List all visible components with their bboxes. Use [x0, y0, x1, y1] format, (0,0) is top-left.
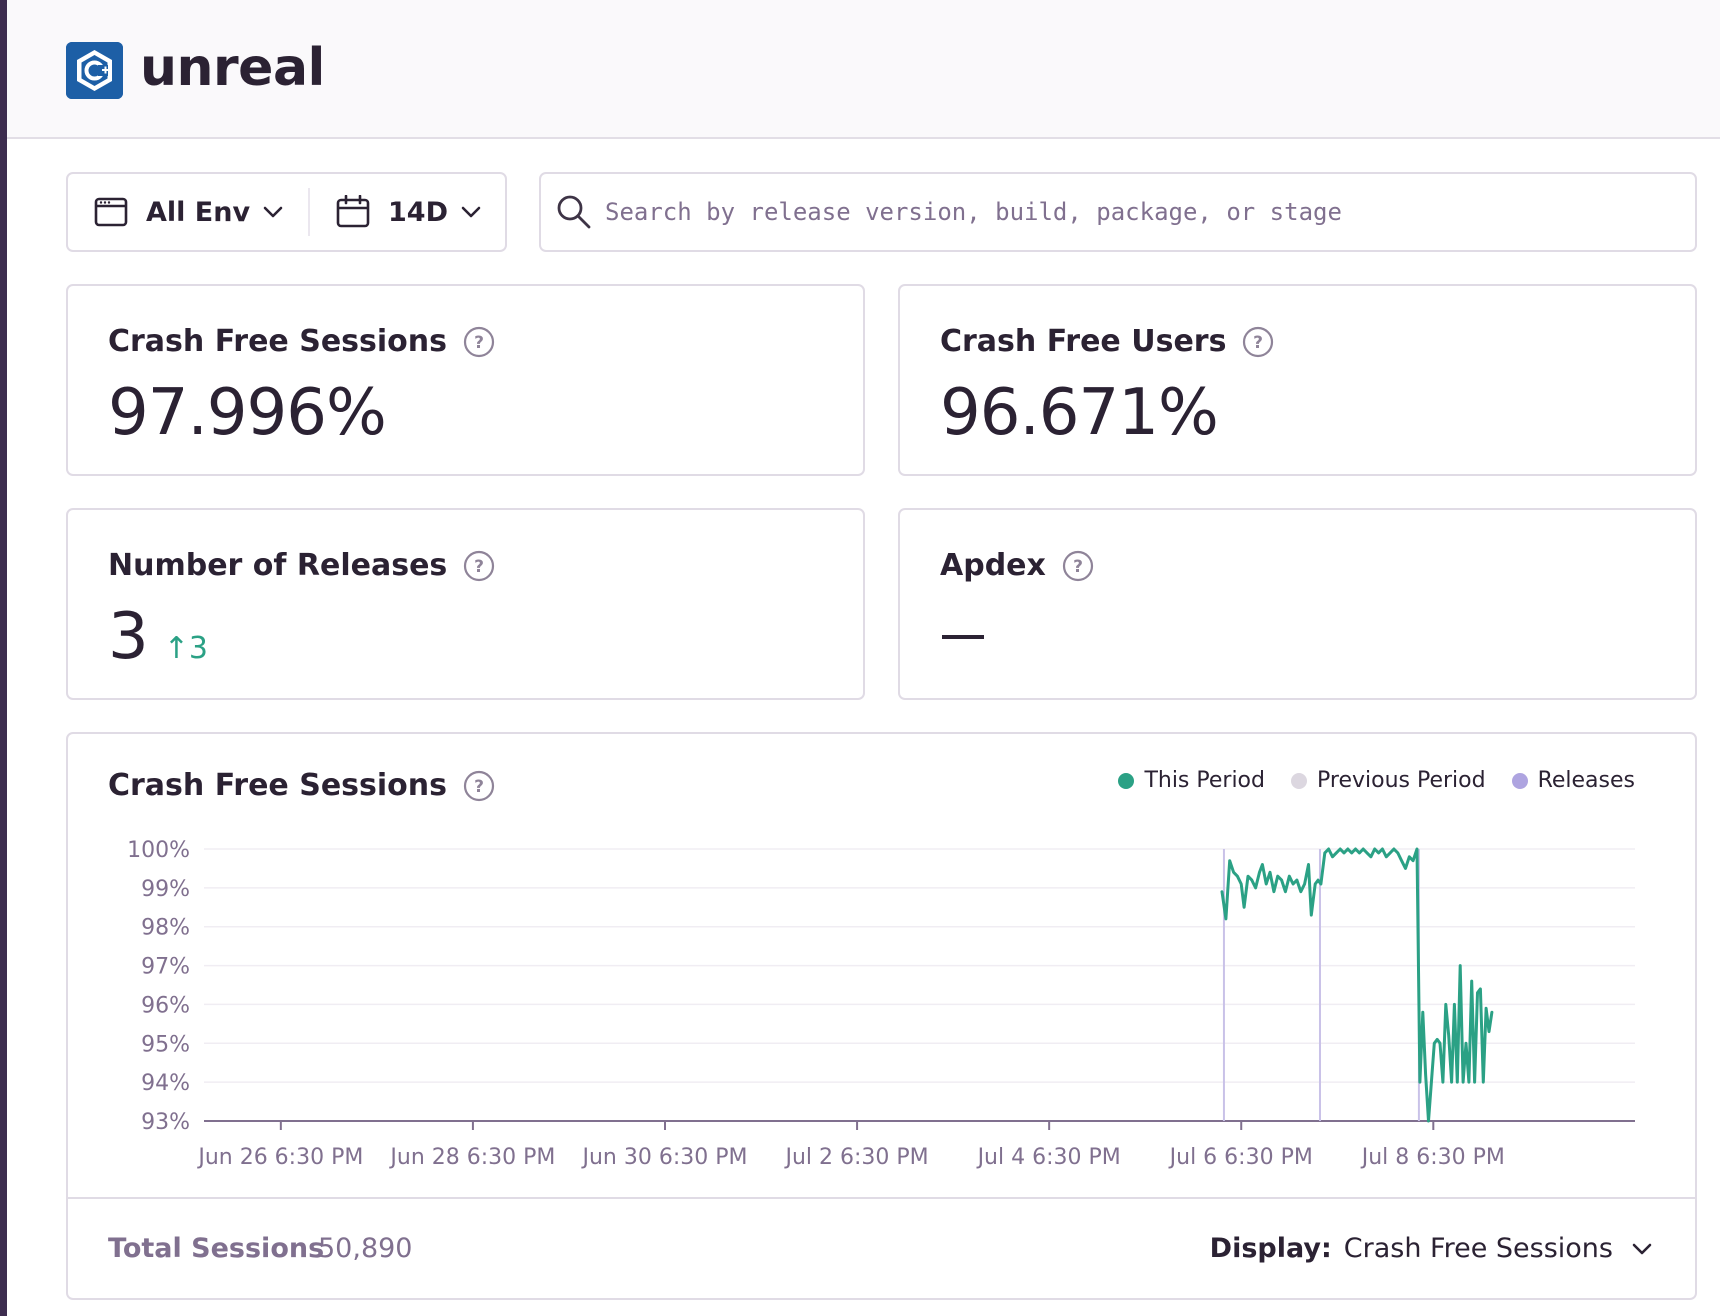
release-count-delta: ↑3: [163, 631, 208, 666]
chart-title: Crash Free Sessions ?: [108, 768, 495, 803]
number-of-releases-card: Number of Releases ? 3 ↑3: [66, 508, 865, 700]
cpp-platform-icon: [66, 42, 123, 99]
help-icon[interactable]: ?: [1062, 550, 1094, 582]
window-icon: [94, 197, 128, 227]
project-header: unreal: [7, 0, 1720, 139]
crash-free-sessions-chart-card: Crash Free Sessions ? This Period Previo…: [66, 732, 1697, 1300]
card-title-text: Crash Free Users: [940, 324, 1227, 359]
legend-item-releases[interactable]: Releases: [1511, 768, 1635, 793]
date-range-label: 14D: [388, 196, 448, 228]
display-label: Display:: [1209, 1233, 1332, 1264]
chart-legend: This Period Previous Period Releases: [1092, 768, 1635, 793]
series-line-this-period: [1220, 847, 1494, 1123]
display-value: Crash Free Sessions: [1343, 1233, 1613, 1264]
card-title-text: Crash Free Sessions: [108, 324, 447, 359]
y-tick-label: 97%: [141, 955, 190, 980]
svg-text:?: ?: [1073, 557, 1083, 577]
x-tick-label: Jul 4 6:30 PM: [976, 1145, 1121, 1170]
help-icon[interactable]: ?: [463, 550, 495, 582]
x-tick-label: Jul 8 6:30 PM: [1360, 1145, 1505, 1170]
crash-free-sessions-card: Crash Free Sessions ? 97.996%: [66, 284, 865, 476]
card-title: Apdex ?: [940, 548, 1094, 583]
svg-text:?: ?: [1254, 333, 1264, 353]
y-tick-label: 94%: [141, 1071, 190, 1096]
legend-dot: [1291, 772, 1307, 789]
card-value: 96.671%: [940, 376, 1219, 450]
svg-text:?: ?: [474, 333, 484, 353]
x-tick-label: Jun 28 6:30 PM: [388, 1145, 555, 1170]
empty-value-dash: [942, 635, 984, 639]
card-title: Number of Releases ?: [108, 548, 495, 583]
x-tick-label: Jun 30 6:30 PM: [580, 1145, 747, 1170]
environment-selector[interactable]: All Env: [94, 174, 284, 250]
filter-divider: [308, 188, 310, 236]
x-tick-label: Jun 26 6:30 PM: [196, 1145, 363, 1170]
search-icon: [557, 195, 591, 229]
chevron-down-icon: [1632, 1243, 1652, 1254]
release-count: 3: [108, 600, 149, 674]
legend-label: This Period: [1144, 768, 1265, 793]
y-tick-label: 95%: [141, 1032, 190, 1057]
card-value: 3 ↑3: [108, 600, 208, 674]
legend-label: Previous Period: [1317, 768, 1486, 793]
release-search-bar: [539, 172, 1697, 252]
total-sessions-label: Total Sessions: [108, 1233, 325, 1264]
legend-item-this-period[interactable]: This Period: [1118, 768, 1265, 793]
chevron-down-icon: [461, 206, 481, 218]
svg-text:?: ?: [474, 557, 484, 577]
calendar-icon: [336, 195, 370, 228]
card-title: Crash Free Sessions ?: [108, 324, 495, 359]
y-tick-label: 96%: [141, 993, 190, 1018]
y-tick-label: 99%: [141, 877, 190, 902]
help-icon[interactable]: ?: [1242, 326, 1274, 358]
search-input[interactable]: [605, 188, 1685, 236]
chevron-down-icon: [263, 206, 283, 218]
legend-label: Releases: [1537, 768, 1635, 793]
help-icon[interactable]: ?: [463, 326, 495, 358]
card-title-text: Apdex: [940, 548, 1046, 583]
x-tick-label: Jul 2 6:30 PM: [783, 1145, 928, 1170]
chart-title-text: Crash Free Sessions: [108, 768, 447, 803]
environment-label: All Env: [146, 196, 251, 228]
chart-footer: Total Sessions 50,890 Display: Crash Fre…: [68, 1197, 1695, 1298]
help-icon[interactable]: ?: [463, 770, 495, 802]
svg-text:?: ?: [474, 777, 484, 797]
display-selector[interactable]: Display: Crash Free Sessions: [1210, 1233, 1653, 1264]
crash-free-users-card: Crash Free Users ? 96.671%: [898, 284, 1697, 476]
y-tick-label: 100%: [127, 838, 190, 863]
legend-item-previous-period[interactable]: Previous Period: [1291, 768, 1486, 793]
total-sessions-value: 50,890: [318, 1233, 413, 1264]
page-filter-bar: All Env 14D: [66, 172, 507, 252]
legend-dot: [1511, 772, 1528, 789]
left-sidebar-edge: [0, 0, 7, 1316]
y-tick-label: 98%: [141, 916, 190, 941]
line-chart: 100% 99% 98% 97% 96% 95% 94% 93%Jun 26 6:30 PM J…: [127, 838, 1635, 1170]
card-title-text: Number of Releases: [108, 548, 448, 583]
date-range-selector[interactable]: 14D: [336, 174, 482, 250]
y-tick-label: 93%: [141, 1110, 190, 1135]
project-name: unreal: [140, 38, 325, 98]
card-title: Crash Free Users ?: [940, 324, 1274, 359]
legend-dot: [1118, 772, 1135, 789]
x-tick-label: Jul 6 6:30 PM: [1168, 1145, 1313, 1170]
card-value: 97.996%: [108, 376, 387, 450]
apdex-card: Apdex ? —: [898, 508, 1697, 700]
